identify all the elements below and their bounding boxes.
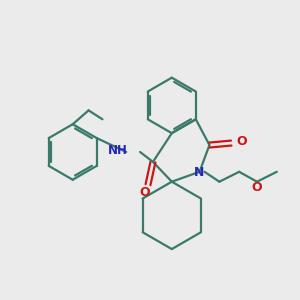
Text: NH: NH [108, 143, 128, 157]
Text: O: O [252, 181, 262, 194]
Text: N: N [194, 166, 205, 179]
Text: O: O [140, 186, 150, 199]
Text: O: O [236, 135, 247, 148]
